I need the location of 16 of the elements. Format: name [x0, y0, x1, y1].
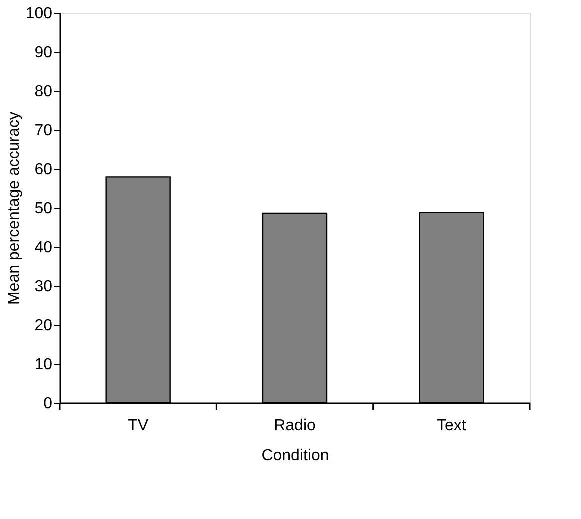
y-tick-label: 30 [34, 278, 53, 296]
y-tick-label: 70 [34, 122, 53, 140]
x-tick-label: Text [436, 418, 467, 434]
y-tick-label: 10 [34, 356, 53, 374]
y-axis-title: Mean percentage accuracy [6, 112, 23, 305]
y-tick-label: 40 [34, 240, 53, 256]
y-tick-label: 20 [34, 318, 53, 334]
y-tick-label: 80 [34, 84, 53, 100]
y-tick-label: 90 [34, 44, 53, 62]
y-tick-label: 100 [26, 6, 53, 22]
y-tick-label: 60 [34, 162, 53, 178]
x-tick-label: Radio [274, 418, 316, 434]
y-tick-label: 0 [44, 396, 53, 412]
x-tick-label: TV [128, 418, 149, 434]
y-tick-label: 50 [34, 200, 53, 218]
x-axis-title: Condition [262, 448, 330, 464]
